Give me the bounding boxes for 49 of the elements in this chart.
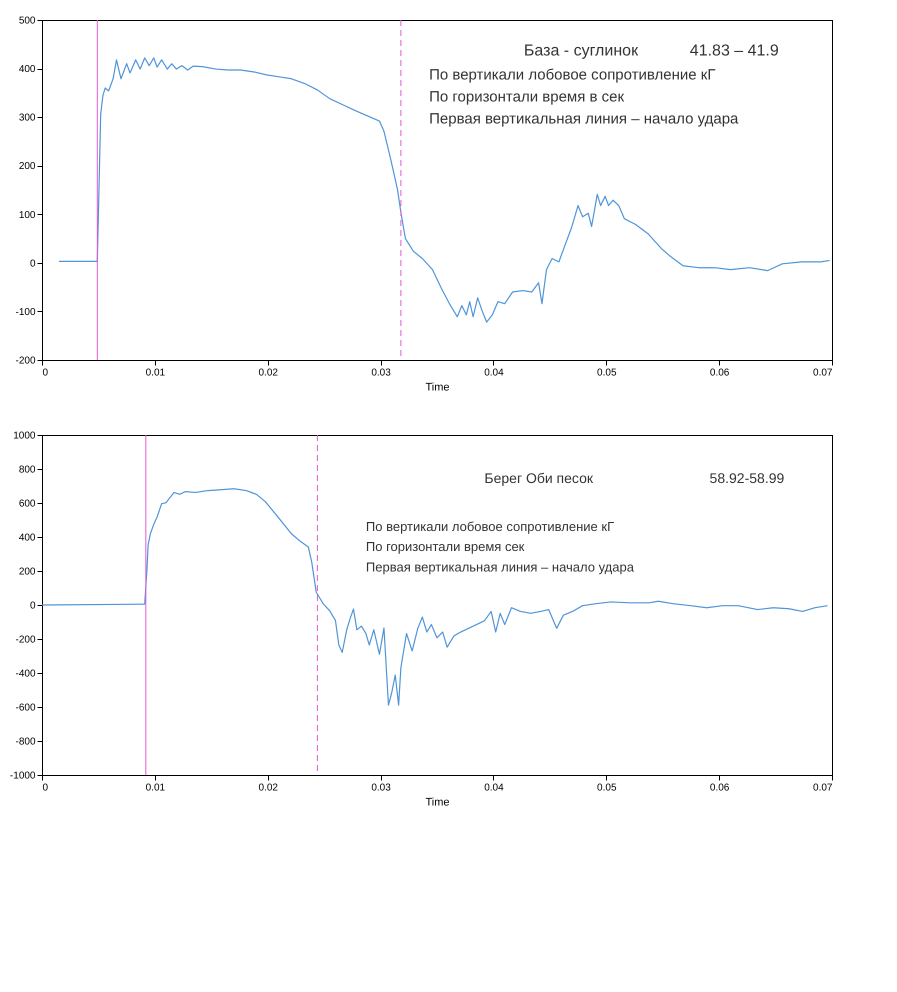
x-tick-label: 0.03 [371,782,392,794]
line-series [58,57,830,323]
annotation: По горизонтали время сек [366,539,525,554]
x-tick-label: 0.02 [258,368,278,378]
annotation: По вертикали лобовое сопротивление кГ [366,518,614,534]
x-tick-label: 0.07 [813,782,833,794]
y-tick-label: 100 [18,210,36,221]
y-tick-label: 200 [18,566,36,578]
y-tick-label: 0 [30,600,36,612]
x-tick-label: 0.02 [258,782,278,794]
y-tick-label: -800 [15,736,36,748]
x-tick-label: 0.04 [484,368,504,378]
y-tick-label: 500 [18,16,36,26]
x-tick-label: 0.01 [146,782,166,794]
y-tick-label: -600 [15,702,36,714]
y-tick-label: 300 [18,112,36,124]
line-series [42,488,828,706]
y-tick-label: 800 [18,464,36,476]
x-tick-label: 0.05 [597,368,617,378]
x-tick-label: 0.07 [813,368,833,378]
annotation: Берег Оби песок [484,470,594,486]
annotation: Первая вертикальная линия – начало удара [366,560,635,575]
x-tick-label: 0.01 [146,368,166,378]
y-tick-label: -200 [15,634,36,646]
y-tick-label: 1000 [13,430,36,442]
annotation: 58.92-58.99 [710,470,784,486]
annotation: База - суглинок [524,42,640,60]
y-tick-label: 400 [18,532,36,544]
y-tick-label: -100 [15,306,36,318]
y-tick-label: 400 [18,64,36,76]
x-tick-label: 0.06 [710,368,730,378]
annotation: Первая вертикальная линия – начало удара [429,110,740,128]
x-tick-label: 0 [42,782,48,794]
annotation: 41.83 – 41.9 [690,42,779,60]
x-tick-label: 0.04 [484,782,504,794]
y-tick-label: 200 [18,161,36,172]
y-tick-label: -400 [15,668,36,680]
x-axis-title: Time [425,796,450,808]
x-tick-label: 0.05 [597,782,617,794]
x-axis-title: Time [425,382,450,394]
x-tick-label: 0 [42,368,48,378]
x-tick-label: 0.03 [371,368,392,378]
annotation: По вертикали лобовое сопротивление кГ [429,66,716,84]
y-tick-label: -1000 [10,770,36,782]
y-tick-label: 0 [30,258,36,270]
y-tick-label: -200 [15,356,36,366]
y-tick-label: 600 [18,498,36,510]
annotation: По горизонтали время в сек [429,88,625,106]
x-tick-label: 0.06 [710,782,730,794]
